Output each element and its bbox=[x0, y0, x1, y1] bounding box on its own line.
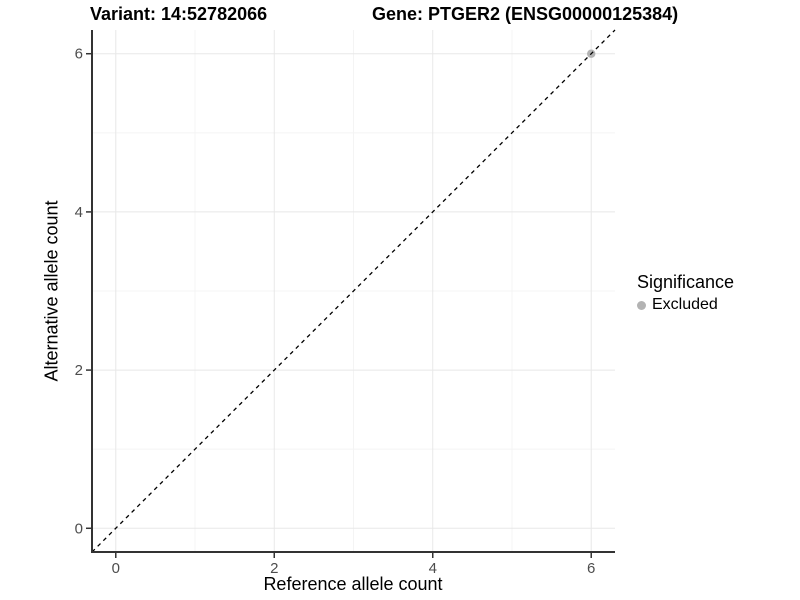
y-tick-label: 6 bbox=[75, 46, 83, 63]
legend-title: Significance bbox=[637, 272, 735, 292]
x-tick-label: 0 bbox=[112, 560, 120, 577]
variant-title: Variant: 14:52782066 bbox=[90, 4, 268, 24]
y-tick-label: 4 bbox=[75, 204, 83, 221]
y-tick-label: 0 bbox=[75, 520, 83, 537]
x-axis-title: Reference allele count bbox=[263, 574, 443, 594]
excluded-point-icon bbox=[637, 300, 646, 310]
gene-title: Gene: PTGER2 (ENSG00000125384) bbox=[372, 4, 679, 24]
x-tick-label: 4 bbox=[429, 560, 437, 577]
legend-item-excluded: Excluded bbox=[637, 296, 734, 314]
x-tick-label: 2 bbox=[270, 560, 278, 577]
x-tick-label: 6 bbox=[587, 560, 595, 577]
legend-item-label: Excluded bbox=[652, 296, 718, 313]
legend: Significance Excluded bbox=[637, 272, 734, 314]
identity-line bbox=[91, 29, 616, 553]
y-axis-title: Alternative allele count bbox=[41, 200, 62, 382]
y-tick-label: 2 bbox=[75, 362, 83, 379]
